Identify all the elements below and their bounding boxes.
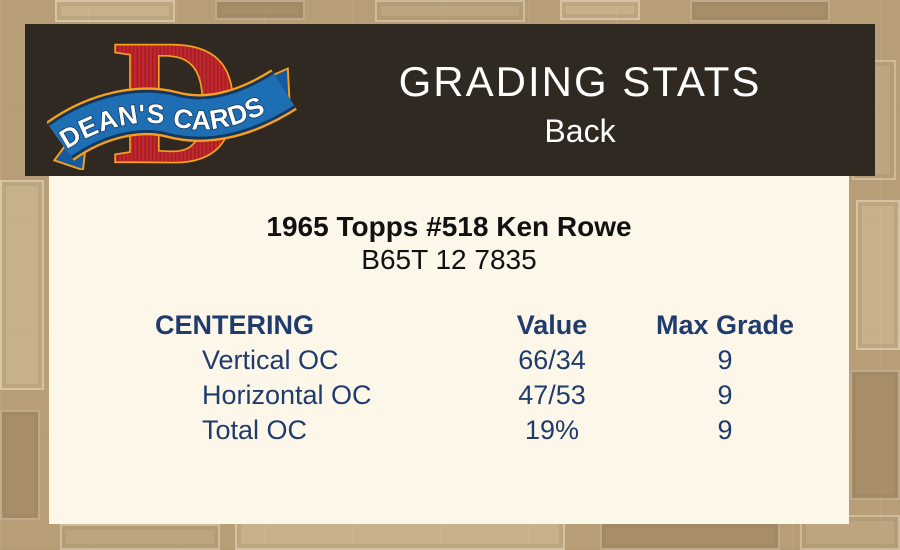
table-row: Total OC 19% 9 xyxy=(155,413,849,448)
row-label: Vertical OC xyxy=(202,345,339,375)
table-header-row: CENTERING Value Max Grade xyxy=(155,308,849,343)
table-row: Horizontal OC 47/53 9 xyxy=(155,378,849,413)
row-value: 47/53 xyxy=(518,380,586,410)
background-card xyxy=(850,370,900,500)
deans-cards-logo: D DEAN'S CARDS xyxy=(47,36,297,170)
background-card xyxy=(560,0,640,20)
centering-stats-table: CENTERING Value Max Grade Vertical OC 66… xyxy=(155,308,849,448)
header-bar: D DEAN'S CARDS GRADING STATS Back xyxy=(25,24,875,176)
background-card xyxy=(375,0,525,22)
row-label: Total OC xyxy=(202,415,308,445)
row-max-grade: 9 xyxy=(717,380,733,410)
row-max-grade: 9 xyxy=(717,415,733,445)
grading-stats-panel: 1965 Topps #518 Ken Rowe B65T 12 7835 CE… xyxy=(49,176,849,524)
row-value: 66/34 xyxy=(518,345,586,375)
background-card xyxy=(55,0,175,22)
row-max-grade: 9 xyxy=(717,345,733,375)
table-row: Vertical OC 66/34 9 xyxy=(155,343,849,378)
page-subtitle: Back xyxy=(544,113,616,149)
background-card xyxy=(0,410,40,520)
background-card xyxy=(690,0,830,22)
card-certification-code: B65T 12 7835 xyxy=(361,244,537,275)
column-header-max-grade: Max Grade xyxy=(655,310,795,340)
row-value: 19% xyxy=(524,415,580,445)
column-header-value: Value xyxy=(516,310,588,340)
header-titles: GRADING STATS Back xyxy=(285,24,875,176)
background-card xyxy=(215,0,305,20)
background-card xyxy=(600,522,780,550)
card-title: 1965 Topps #518 Ken Rowe xyxy=(266,211,632,242)
background-card xyxy=(60,524,220,550)
background-card xyxy=(0,180,44,390)
row-label: Horizontal OC xyxy=(202,380,372,410)
page-title: GRADING STATS xyxy=(398,58,762,105)
background-card xyxy=(856,200,900,350)
column-header-centering: CENTERING xyxy=(155,310,315,340)
